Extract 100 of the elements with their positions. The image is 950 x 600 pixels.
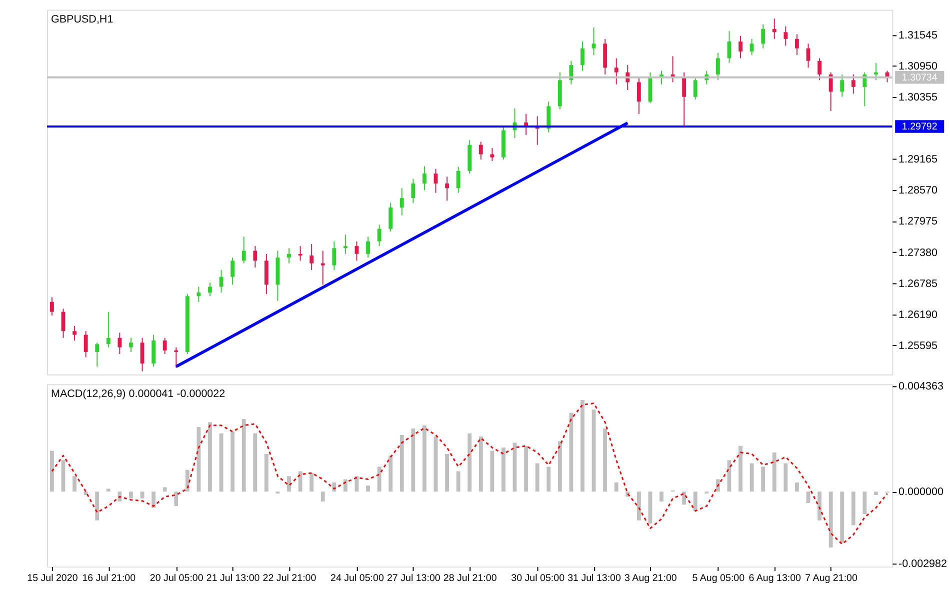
bar bbox=[580, 400, 584, 492]
candlestick bbox=[851, 74, 856, 94]
candlestick bbox=[208, 282, 212, 297]
bar bbox=[162, 487, 167, 492]
candlestick bbox=[388, 202, 393, 232]
x-tick-label: 30 Jul 05:00 bbox=[511, 572, 566, 584]
bar bbox=[400, 435, 404, 492]
bar bbox=[287, 476, 291, 492]
candlestick bbox=[320, 250, 325, 286]
candlestick bbox=[738, 35, 742, 59]
bar bbox=[840, 492, 844, 543]
candlestick bbox=[411, 178, 416, 204]
bar bbox=[264, 454, 268, 492]
bar bbox=[603, 428, 608, 492]
candlestick bbox=[546, 101, 551, 133]
bar bbox=[569, 412, 574, 492]
bar bbox=[95, 492, 100, 520]
candlestick bbox=[332, 240, 336, 271]
bar bbox=[196, 427, 201, 492]
candlestick bbox=[50, 296, 54, 316]
candlestick bbox=[219, 270, 224, 293]
bar bbox=[242, 419, 246, 492]
bar bbox=[185, 470, 190, 492]
y-tick-label: 1.29165 bbox=[898, 154, 938, 166]
candlestick bbox=[400, 188, 404, 216]
x-tick-label: 28 Jul 21:00 bbox=[443, 572, 498, 584]
candlestick bbox=[354, 240, 359, 262]
bar bbox=[174, 492, 178, 506]
candlestick bbox=[264, 253, 268, 295]
bar bbox=[445, 454, 449, 492]
candlestick bbox=[524, 114, 528, 136]
bar bbox=[761, 466, 766, 492]
bar bbox=[468, 433, 472, 492]
x-tick-label: 7 Aug 21:00 bbox=[805, 572, 858, 584]
y-tick-label: 0.000000 bbox=[898, 486, 944, 498]
candlestick bbox=[490, 147, 494, 162]
bar bbox=[320, 492, 325, 502]
bar bbox=[772, 452, 776, 492]
bar bbox=[388, 456, 393, 492]
bar bbox=[72, 476, 76, 492]
bar bbox=[310, 472, 314, 492]
ref-line-label: 1.29792 bbox=[902, 121, 938, 132]
y-tick-label: -0.002982 bbox=[898, 558, 948, 570]
candlestick bbox=[377, 224, 382, 247]
candlestick bbox=[174, 346, 178, 368]
candlestick bbox=[422, 166, 426, 191]
y-tick-label: 0.004363 bbox=[898, 380, 944, 393]
bar bbox=[50, 450, 54, 492]
bar bbox=[129, 492, 133, 498]
y-tick-label: 1.27380 bbox=[898, 246, 938, 259]
candlestick bbox=[434, 168, 438, 194]
bar bbox=[750, 463, 754, 492]
bar bbox=[818, 492, 822, 520]
bar bbox=[862, 492, 867, 514]
candlestick bbox=[682, 72, 686, 126]
candlestick bbox=[298, 246, 302, 262]
x-tick-label: 31 Jul 13:00 bbox=[568, 572, 622, 584]
candlestick bbox=[592, 26, 596, 56]
candlestick bbox=[750, 38, 754, 56]
candlestick bbox=[84, 330, 88, 358]
bar bbox=[851, 492, 856, 526]
bar bbox=[152, 492, 156, 508]
x-tick-label: 20 Jul 05:00 bbox=[150, 572, 204, 584]
candlestick bbox=[636, 77, 641, 115]
candlestick bbox=[253, 246, 258, 268]
bar bbox=[636, 492, 641, 520]
bar bbox=[366, 486, 370, 492]
candlestick bbox=[129, 337, 133, 352]
bar bbox=[343, 479, 348, 492]
x-tick-label: 3 Aug 21:00 bbox=[624, 572, 678, 584]
candlestick bbox=[761, 24, 766, 49]
y-tick-label: 1.30355 bbox=[898, 92, 938, 104]
candlestick bbox=[603, 38, 608, 75]
bar bbox=[230, 432, 235, 492]
y-tick-label: 1.28570 bbox=[898, 184, 938, 197]
y-tick-label: 1.31545 bbox=[898, 29, 938, 42]
bar bbox=[253, 433, 258, 492]
x-tick-label: 27 Jul 13:00 bbox=[386, 572, 441, 584]
bar bbox=[794, 482, 799, 492]
x-tick-label: 5 Aug 05:00 bbox=[692, 572, 746, 584]
candlestick bbox=[693, 77, 698, 100]
candlestick bbox=[118, 332, 122, 355]
bar bbox=[208, 422, 212, 492]
bar bbox=[682, 492, 686, 505]
candlestick bbox=[72, 325, 76, 341]
y-tick-label: 1.30950 bbox=[898, 60, 938, 72]
candlestick bbox=[230, 257, 235, 286]
ref-line-label: 1.30734 bbox=[902, 72, 938, 84]
bar bbox=[478, 436, 483, 492]
candlestick bbox=[242, 236, 246, 264]
bar bbox=[693, 492, 698, 511]
bar bbox=[422, 425, 426, 492]
candlestick bbox=[784, 26, 788, 46]
bar bbox=[411, 428, 416, 492]
x-tick-label: 22 Jul 21:00 bbox=[262, 572, 317, 584]
candlestick bbox=[840, 74, 844, 98]
bar bbox=[502, 448, 506, 492]
candlestick bbox=[140, 337, 144, 372]
candlestick bbox=[456, 166, 460, 194]
bar bbox=[298, 471, 302, 492]
